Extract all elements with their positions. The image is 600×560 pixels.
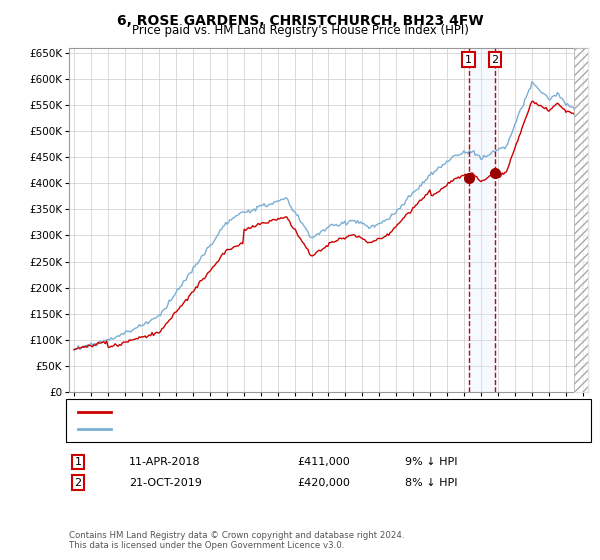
Text: 1: 1	[74, 457, 82, 467]
Text: 8% ↓ HPI: 8% ↓ HPI	[405, 478, 458, 488]
Bar	[574, 48, 588, 392]
Text: 6, ROSE GARDENS, CHRISTCHURCH, BH23 4FW: 6, ROSE GARDENS, CHRISTCHURCH, BH23 4FW	[116, 14, 484, 28]
Text: 21-OCT-2019: 21-OCT-2019	[129, 478, 202, 488]
Text: Price paid vs. HM Land Registry's House Price Index (HPI): Price paid vs. HM Land Registry's House …	[131, 24, 469, 36]
Text: £420,000: £420,000	[297, 478, 350, 488]
Text: 6, ROSE GARDENS, CHRISTCHURCH, BH23 4FW (detached house): 6, ROSE GARDENS, CHRISTCHURCH, BH23 4FW …	[117, 407, 457, 417]
Bar	[469, 48, 495, 392]
Text: HPI: Average price, detached house, Bournemouth Christchurch and Poole: HPI: Average price, detached house, Bour…	[117, 424, 505, 434]
Text: 1: 1	[465, 55, 472, 64]
Text: 9% ↓ HPI: 9% ↓ HPI	[405, 457, 458, 467]
Text: 2: 2	[74, 478, 82, 488]
Text: Contains HM Land Registry data © Crown copyright and database right 2024.
This d: Contains HM Land Registry data © Crown c…	[69, 530, 404, 550]
Text: 2: 2	[491, 55, 499, 64]
Text: £411,000: £411,000	[297, 457, 350, 467]
Text: 11-APR-2018: 11-APR-2018	[129, 457, 200, 467]
